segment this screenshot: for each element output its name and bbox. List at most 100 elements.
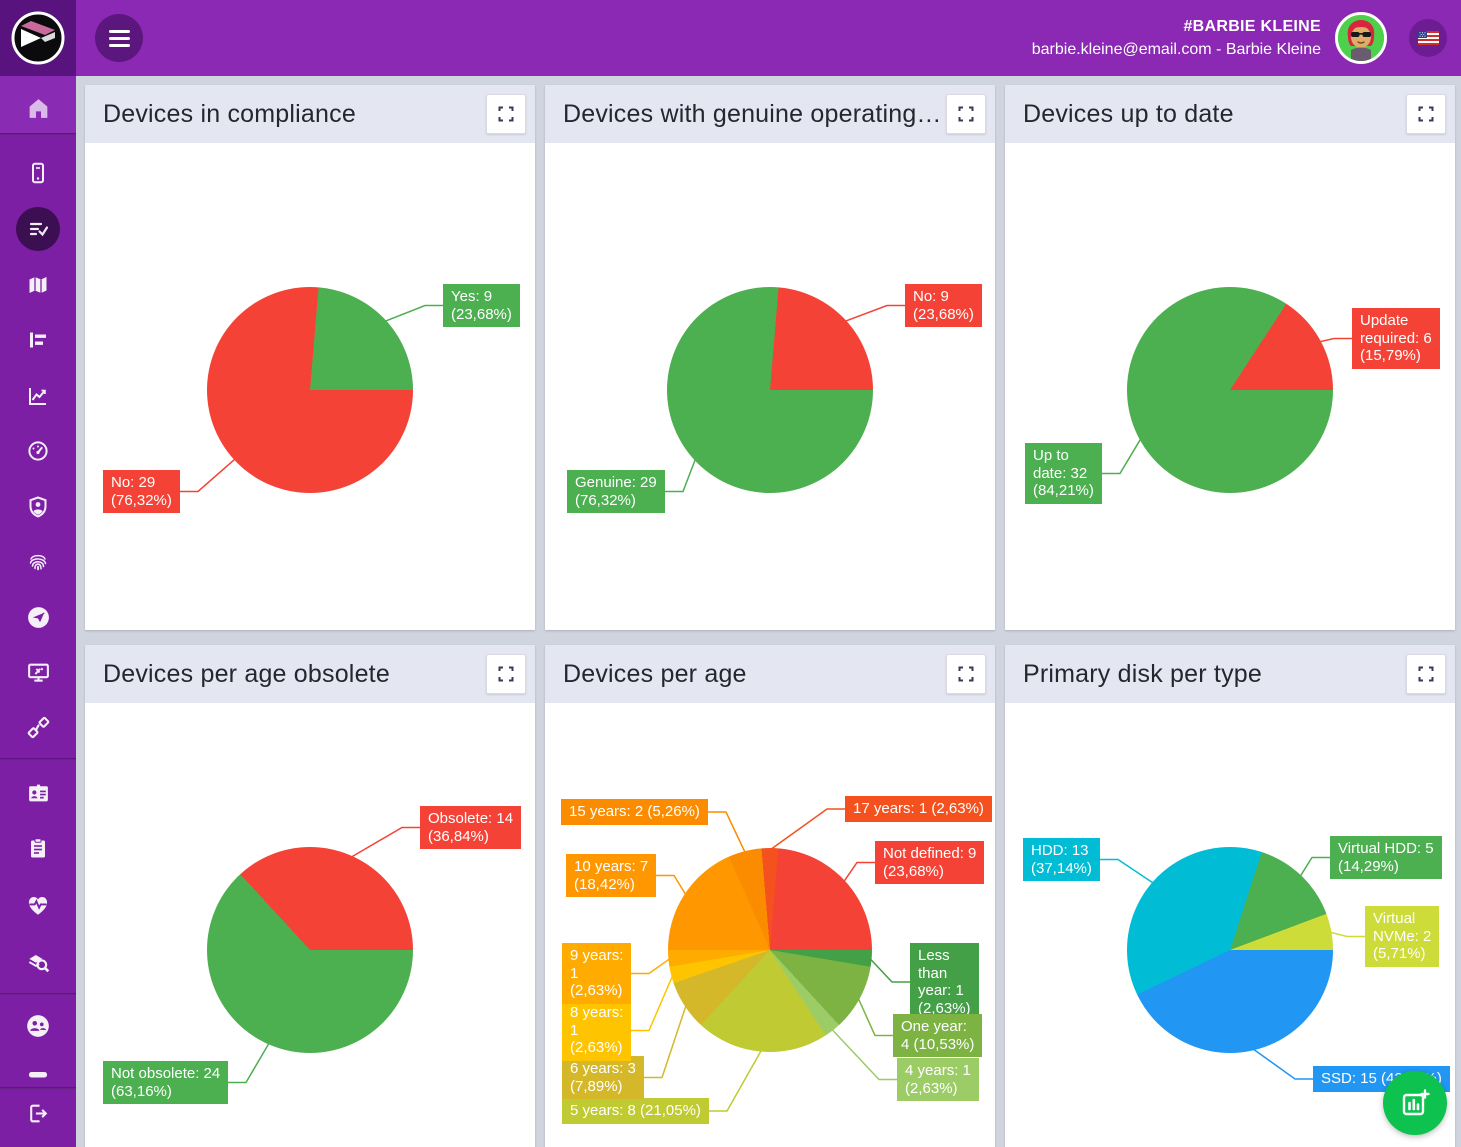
pie-chart[interactable]: Less than year: 1 (2,63%) One year: 4 (10,53%…	[545, 703, 995, 1147]
panel-header: Devices per age obsolete	[85, 645, 535, 703]
panel-devices-up-to-date: Devices up to date Up to date: 32 (84,21%)…	[1005, 85, 1455, 630]
sidebar-item-devices[interactable]	[16, 151, 60, 195]
pie[interactable]	[207, 847, 413, 1053]
expand-button[interactable]	[486, 654, 526, 694]
sidebar-item-discovery[interactable]	[16, 939, 60, 983]
pie-slice-label: 17 years: 1 (2,63%)	[845, 796, 992, 822]
pie-slice-label: One year: 4 (10,53%)	[893, 1014, 983, 1057]
expand-button[interactable]	[486, 94, 526, 134]
pie[interactable]	[668, 848, 872, 1052]
usb-cable-icon	[27, 716, 49, 738]
sidebar-item-send[interactable]	[16, 595, 60, 639]
sidebar-item-identity[interactable]	[16, 540, 60, 584]
sidebar-item-audit[interactable]	[16, 207, 60, 251]
sidebar-item-map[interactable]	[16, 263, 60, 307]
pie-chart[interactable]: Genuine: 29 (76,32%) No: 9 (23,68%)	[545, 143, 995, 630]
pie-chart[interactable]: Up to date: 32 (84,21%) Update required: 6 (1…	[1005, 143, 1455, 630]
us-flag-icon	[1417, 31, 1439, 45]
pie-chart[interactable]: No: 29 (76,32%) Yes: 9 (23,68%)	[85, 143, 535, 630]
dashboard-grid: Devices in compliance No: 29 (76,32%) Yes:…	[76, 76, 1461, 1147]
sidebar-item-dashboard[interactable]	[16, 429, 60, 473]
sidebar-divider	[0, 993, 76, 995]
brand-logo-icon	[11, 11, 65, 65]
pie-slice-label: Up to date: 32 (84,21%)	[1025, 443, 1102, 504]
clipboard-icon	[31, 838, 45, 858]
map-icon	[29, 277, 47, 293]
pie-slice-label: Not defined: 9 (23,68%)	[875, 841, 985, 884]
sidebar-item-health[interactable]	[16, 883, 60, 927]
expand-button[interactable]	[946, 94, 986, 134]
sidebar-divider	[0, 133, 76, 135]
sidebar-item-home[interactable]	[16, 86, 60, 130]
partial-icon	[29, 1072, 47, 1078]
add-dashlet-button[interactable]	[1383, 1071, 1447, 1135]
pie-chart[interactable]: SSD: 15 (42,86%) HDD: 13 (37,14%) Virtual H…	[1005, 703, 1455, 1147]
app-logo[interactable]	[0, 0, 76, 76]
menu-button[interactable]	[95, 14, 143, 62]
pie-slice-label: Virtual HDD: 5 (14,29%)	[1330, 836, 1442, 879]
pie-slice-label: 4 years: 1 (2,63%)	[897, 1058, 979, 1101]
expand-button[interactable]	[1406, 654, 1446, 694]
sidebar-item-users[interactable]	[16, 1004, 60, 1048]
pie[interactable]	[1127, 287, 1333, 493]
sidebar-item-tasks[interactable]	[16, 826, 60, 870]
pie-slice-label: Genuine: 29 (76,32%)	[567, 470, 665, 513]
sidebar-divider	[0, 758, 76, 760]
pie-slice-label: No: 9 (23,68%)	[905, 284, 982, 327]
sidebar-item-id-card[interactable]	[16, 771, 60, 815]
fullscreen-icon	[498, 666, 514, 682]
panel-header: Devices with genuine operating…	[545, 85, 995, 143]
avatar-image	[1338, 15, 1384, 61]
send-icon	[27, 606, 49, 628]
fullscreen-icon	[1418, 106, 1434, 122]
pie-slice-label: Not obsolete: 24 (63,16%)	[103, 1061, 229, 1104]
fullscreen-icon	[958, 106, 974, 122]
sidebar-item-reports[interactable]	[16, 318, 60, 362]
fullscreen-icon	[958, 666, 974, 682]
panel-header: Primary disk per type	[1005, 645, 1455, 703]
bar-chart-icon	[30, 332, 46, 348]
pie-slice-label: 8 years: 1 (2,63%)	[562, 1000, 632, 1061]
panel-devices-per-age-obsolete: Devices per age obsolete Not obsolete: 2…	[85, 645, 535, 1147]
device-icon	[32, 162, 44, 184]
panel-devices-in-compliance: Devices in compliance No: 29 (76,32%) Yes:…	[85, 85, 535, 630]
sidebar-item-usb-devices[interactable]	[16, 705, 60, 749]
line-chart-icon	[29, 388, 46, 405]
pie-chart[interactable]: Not obsolete: 24 (63,16%) Obsolete: 14 (36,…	[85, 703, 535, 1147]
panel-devices-per-age: Devices per age Less than year: 1 (2,63%) On…	[545, 645, 995, 1147]
panel-genuine-os: Devices with genuine operating… Genuine:…	[545, 85, 995, 630]
sidebar-item-partial[interactable]	[16, 1053, 60, 1097]
expand-button[interactable]	[946, 654, 986, 694]
add-chart-icon	[1402, 1089, 1430, 1116]
pie-slice-label: 10 years: 7 (18,42%)	[566, 854, 657, 897]
user-info: #BARBIE KLEINE barbie.kleine@email.com -…	[1032, 15, 1321, 61]
pie-slice-label: Update required: 6 (15,79%)	[1352, 308, 1440, 369]
sidebar-item-logout[interactable]	[16, 1091, 60, 1135]
panel-title: Devices with genuine operating…	[563, 99, 942, 128]
expand-button[interactable]	[1406, 94, 1446, 134]
pie[interactable]	[207, 287, 413, 493]
language-flag-button[interactable]	[1409, 19, 1447, 57]
panel-header: Devices up to date	[1005, 85, 1455, 143]
sidebar-item-remote-control[interactable]	[16, 650, 60, 694]
fingerprint-icon	[29, 554, 47, 571]
pie-slice-label: No: 29 (76,32%)	[103, 470, 180, 513]
search-layers-icon	[28, 955, 50, 973]
pie-slice-label: 15 years: 2 (5,26%)	[561, 799, 708, 825]
panel-title: Devices per age obsolete	[103, 659, 390, 688]
panel-header: Devices per age	[545, 645, 995, 703]
panel-primary-disk-per-type: Primary disk per type SSD: 15 (42,86%) HD…	[1005, 645, 1455, 1147]
pie[interactable]	[1127, 847, 1333, 1053]
fullscreen-icon	[498, 106, 514, 122]
sidebar-item-analytics[interactable]	[16, 374, 60, 418]
pie-slice-label: 5 years: 8 (21,05%)	[562, 1098, 709, 1124]
sidebar-item-security[interactable]	[16, 485, 60, 529]
user-avatar[interactable]	[1335, 12, 1387, 64]
pie[interactable]	[667, 287, 873, 493]
panel-title: Devices per age	[563, 659, 747, 688]
logout-icon	[29, 1104, 47, 1122]
pie-slice-label: Less than year: 1 (2,63%)	[910, 943, 979, 1021]
user-email-name: barbie.kleine@email.com - Barbie Kleine	[1031, 41, 1321, 58]
top-bar: #BARBIE KLEINE barbie.kleine@email.com -…	[0, 0, 1461, 76]
